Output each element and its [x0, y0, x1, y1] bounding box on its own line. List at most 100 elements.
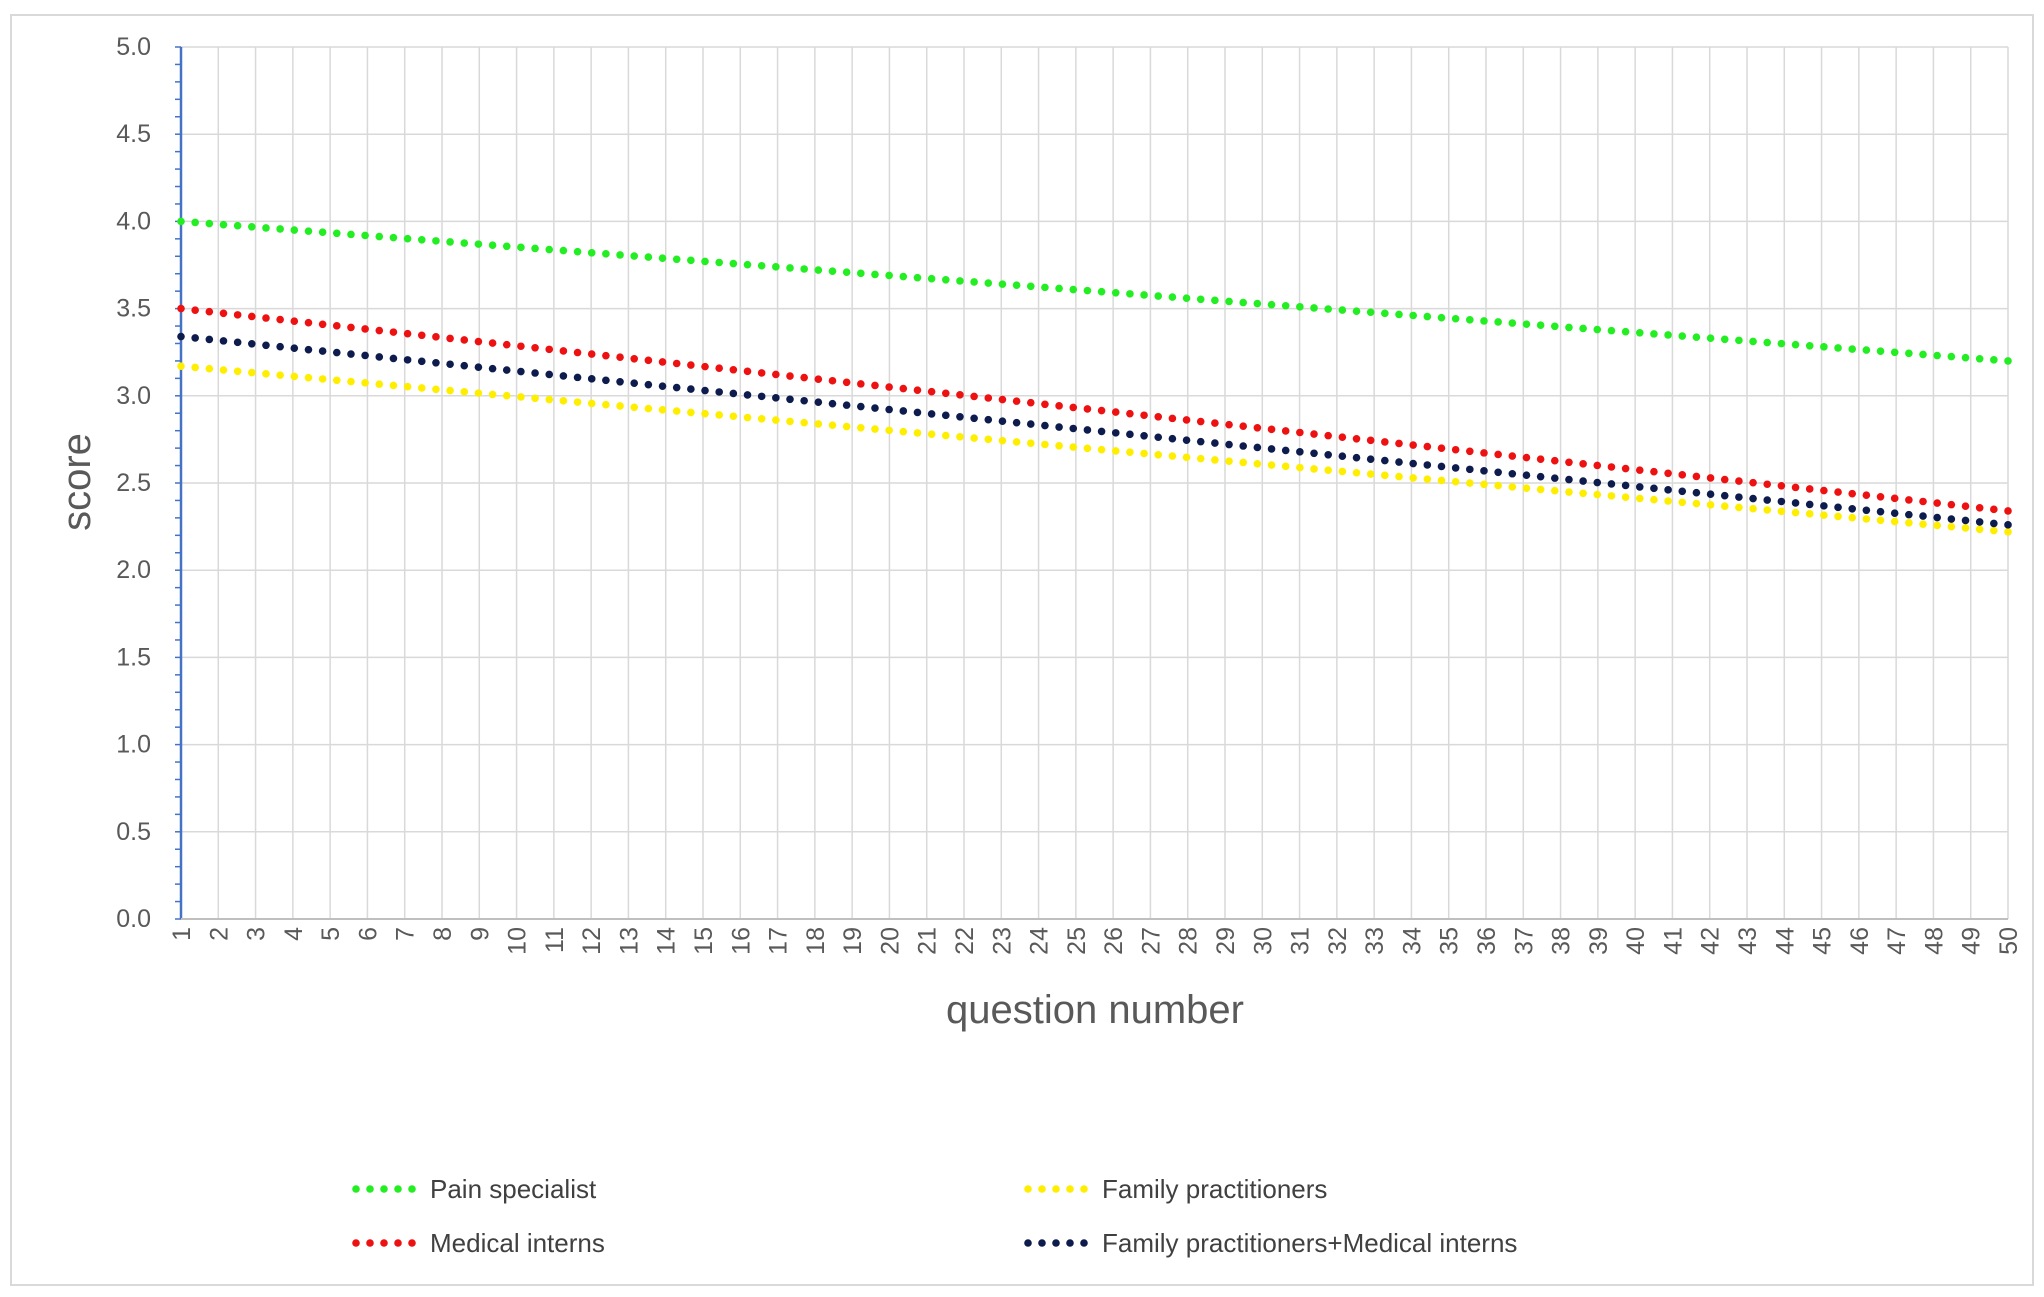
series-point: [1735, 493, 1743, 501]
series-point: [630, 403, 639, 412]
series-point: [1211, 419, 1219, 427]
series-point: [233, 367, 242, 376]
series-point: [1168, 293, 1177, 301]
series-point: [1026, 282, 1035, 291]
series-point: [885, 426, 893, 435]
series-point: [1395, 472, 1403, 481]
series-point: [1763, 480, 1772, 489]
series-point: [871, 381, 879, 390]
series-point: [913, 386, 922, 394]
series-point: [1267, 300, 1276, 309]
series-point: [1154, 433, 1163, 442]
series-point: [474, 363, 483, 371]
series-point: [1975, 503, 1984, 512]
series-point: [460, 388, 469, 396]
series-point: [417, 357, 426, 366]
series-point: [177, 332, 185, 341]
x-tick-label: 48: [1920, 927, 1948, 955]
series-point: [1890, 348, 1899, 357]
x-tick-label: 34: [1398, 927, 1426, 955]
series-point: [786, 372, 794, 380]
series-point: [488, 241, 497, 249]
series-point: [602, 250, 610, 258]
x-tick-label: 2: [205, 927, 233, 941]
series-point: [871, 404, 879, 412]
series-point: [1267, 445, 1276, 453]
x-tick-label: 29: [1212, 927, 1240, 955]
y-tick-label: 2.0: [116, 556, 151, 584]
series-point: [1621, 481, 1630, 490]
series-point: [1310, 449, 1318, 458]
series-point: [1905, 496, 1913, 504]
series-point: [1466, 447, 1474, 456]
series-point: [1522, 320, 1531, 328]
series-point: [828, 376, 837, 385]
series-point: [658, 254, 667, 262]
series-point: [1650, 330, 1658, 338]
series-point: [1706, 474, 1715, 482]
series-point: [1834, 503, 1842, 512]
legend-marker-dot: [352, 1239, 360, 1247]
series-point: [1678, 332, 1687, 340]
series-point: [687, 256, 695, 265]
series-point: [1990, 519, 1998, 528]
series-point: [318, 320, 327, 329]
series-point: [1196, 417, 1205, 426]
series-point: [1508, 469, 1517, 478]
series-point: [587, 375, 596, 383]
series-point: [403, 356, 412, 364]
series-point: [1947, 500, 1956, 509]
series-point: [347, 230, 355, 239]
series-point: [205, 335, 214, 344]
series-point: [743, 260, 752, 269]
series-point: [1834, 512, 1842, 521]
series-point: [715, 258, 723, 267]
series-point: [1933, 351, 1941, 360]
x-tick-label: 4: [280, 927, 308, 941]
series-point: [701, 362, 709, 371]
series-point: [233, 221, 242, 230]
series-point: [248, 223, 256, 231]
series-point: [205, 364, 214, 373]
y-tick-label: 1.0: [116, 731, 151, 759]
series-point: [1990, 526, 1998, 535]
series-point: [1990, 356, 1998, 364]
series-point: [545, 395, 554, 404]
series-point: [1182, 436, 1191, 444]
series-point: [1777, 497, 1786, 506]
x-tick-labels: 1 2 3 4 5 6 7 8 9 10 11 12 13 14 15 16 17 18 19 20 21 22 23 24 2…: [168, 927, 2023, 955]
series-point: [1097, 427, 1106, 436]
series-point: [1678, 487, 1687, 496]
series-point: [1451, 477, 1460, 486]
legend-item: Pain specialist: [352, 1174, 597, 1204]
series-point: [531, 394, 539, 403]
series-point: [1126, 409, 1134, 418]
legend-marker-dot: [1024, 1185, 1032, 1193]
y-tick-label: 3.0: [116, 382, 151, 410]
series-point: [1366, 308, 1375, 317]
y-tick-label: 2.5: [116, 469, 151, 497]
series-point: [262, 341, 270, 350]
legend-marker-dot: [408, 1239, 416, 1247]
series-point: [1409, 459, 1417, 468]
legend-label: Family practitioners+Medical interns: [1102, 1228, 1517, 1258]
series-point: [361, 351, 369, 360]
series-point: [446, 386, 454, 395]
series-point: [1310, 304, 1318, 312]
series-point: [1933, 521, 1941, 530]
series-point: [1182, 453, 1191, 462]
y-tick-label: 0.0: [116, 905, 151, 933]
series-point: [1621, 464, 1630, 473]
legend-marker-dot: [380, 1239, 388, 1247]
series-point: [276, 342, 284, 351]
series-point: [701, 409, 709, 418]
series-point: [290, 344, 299, 352]
series-point: [262, 370, 270, 378]
series-point: [1565, 475, 1573, 484]
series-point: [1607, 492, 1616, 500]
series-point: [814, 398, 823, 407]
legend-marker-dot: [352, 1185, 360, 1193]
series-point: [332, 348, 341, 357]
series-point: [1366, 436, 1375, 445]
